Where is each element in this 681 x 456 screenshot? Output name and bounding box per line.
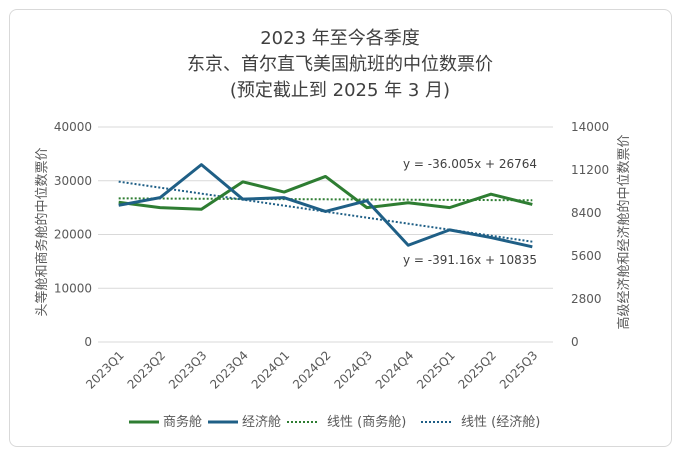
- y-right-tick-label: 0: [571, 335, 579, 349]
- y-right-axis-label: 高级经济舱和经济舱的中位数票价: [616, 134, 632, 329]
- y-right-tick-label: 8400: [571, 206, 602, 220]
- x-tick-label: 2025Q3: [497, 348, 541, 392]
- chart-frame: [9, 9, 672, 447]
- grid-layer: [98, 126, 553, 343]
- legend-label-economy: 经济舱: [242, 415, 281, 430]
- y-left-tick-label: 30000: [54, 174, 92, 188]
- legend-item-economy: 经济舱: [208, 415, 281, 430]
- x-tick-label: 2024Q3: [331, 348, 375, 392]
- trendline-equation-business: y = -36.005x + 26764: [403, 157, 537, 171]
- x-tick-label: 2023Q1: [83, 348, 127, 392]
- y-right-tick-label: 5600: [571, 249, 602, 263]
- trendline-equation-economy: y = -391.16x + 10835: [403, 253, 537, 267]
- chart-title-line1: 2023 年至今各季度: [260, 28, 420, 49]
- x-tick-label: 2023Q2: [125, 348, 169, 392]
- x-tick-label: 2024Q2: [290, 348, 334, 392]
- legend-item-trend-business: 线性 (商务舱): [287, 414, 406, 430]
- chart-title-line3: (预定截止到 2025 年 3 月): [230, 80, 450, 101]
- legend-label-trend-business: 线性 (商务舱): [327, 414, 406, 430]
- y-right-tick-label: 2800: [571, 292, 602, 306]
- y-left-axis-label: 头等舱和商务舱的中位数票价: [34, 147, 50, 316]
- y-right-tick-label: 14000: [571, 120, 609, 134]
- y-right-tick-label: 11200: [571, 163, 609, 177]
- x-tick-label: 2025Q1: [414, 348, 458, 392]
- legend-label-trend-economy: 线性 (经济舱): [461, 415, 540, 430]
- x-tick-label: 2023Q4: [207, 348, 251, 392]
- x-tick-label: 2023Q3: [166, 348, 210, 392]
- series-layer: [118, 163, 533, 249]
- y-left-tick-label: 10000: [54, 281, 92, 295]
- y-left-tick-label: 20000: [54, 228, 92, 242]
- x-tick-label: 2025Q2: [456, 348, 500, 392]
- legend-item-business: 商务舱: [129, 414, 202, 430]
- trendline-business: [118, 197, 533, 202]
- legend: 商务舱 经济舱 线性 (商务舱) 线性 (经济舱): [129, 414, 540, 430]
- legend-item-trend-economy: 线性 (经济舱): [421, 415, 540, 430]
- y-left-tick-label: 40000: [54, 120, 92, 134]
- chart-title-line2: 东京、首尔直飞美国航班的中位数票价: [187, 54, 493, 75]
- y-left-tick-label: 0: [84, 335, 92, 349]
- x-tick-label: 2024Q4: [373, 348, 417, 392]
- legend-label-business: 商务舱: [163, 414, 202, 430]
- x-tick-label: 2024Q1: [249, 348, 293, 392]
